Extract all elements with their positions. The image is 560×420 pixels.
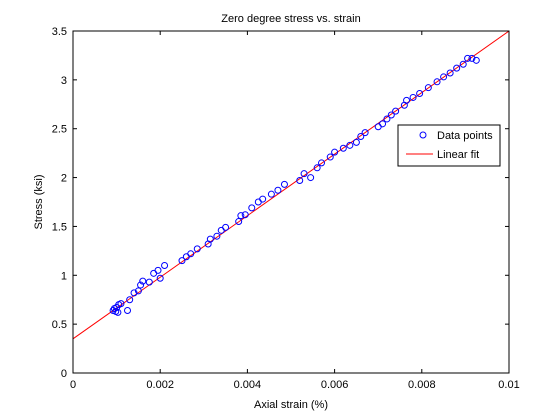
data-point	[392, 107, 400, 115]
legend-label-linear-fit: Linear fit	[437, 149, 479, 161]
data-point	[472, 56, 480, 64]
data-point	[126, 296, 134, 304]
data-point	[178, 257, 186, 265]
data-point	[300, 170, 308, 178]
plot-frame	[72, 30, 510, 374]
data-point	[468, 54, 476, 62]
data-point	[331, 148, 339, 156]
data-point	[206, 235, 214, 243]
data-point	[383, 115, 391, 123]
data-point	[409, 93, 417, 101]
y-tick-label: 3	[61, 75, 67, 87]
data-point	[440, 73, 448, 81]
x-tick-label: 0.006	[321, 379, 349, 391]
data-point	[280, 180, 288, 188]
data-point	[446, 69, 454, 77]
data-point	[424, 84, 432, 92]
data-point	[235, 218, 243, 226]
legend: Data points Linear fit	[397, 124, 501, 167]
data-point	[139, 277, 147, 285]
x-tick-label: 0	[70, 379, 76, 391]
data-point	[213, 232, 221, 240]
data-point	[222, 223, 230, 231]
data-point	[124, 306, 131, 314]
data-point	[379, 120, 387, 128]
y-axis-label: Stress (ksi)	[33, 175, 45, 230]
data-point	[259, 195, 267, 203]
data-point	[346, 141, 354, 149]
data-point	[145, 278, 153, 286]
data-point	[193, 245, 201, 253]
x-tick-label: 0.01	[498, 379, 519, 391]
data-point	[274, 186, 282, 194]
data-point	[267, 190, 275, 198]
legend-marker-data-points	[419, 131, 427, 139]
data-point	[134, 287, 142, 295]
data-point	[156, 274, 164, 282]
x-tick-label: 0.004	[234, 379, 262, 391]
data-point	[248, 204, 256, 212]
y-tick-label: 1.5	[52, 221, 67, 233]
data-point	[352, 138, 360, 146]
data-point	[387, 111, 395, 119]
data-point	[117, 300, 125, 308]
data-point	[187, 250, 195, 258]
chart-title: Zero degree stress vs. strain	[221, 13, 360, 25]
data-point	[237, 212, 245, 220]
data-point	[459, 60, 467, 68]
x-axis-ticks: 0 0.002 0.004 0.006 0.008 0.01	[70, 31, 520, 391]
data-point	[318, 159, 326, 167]
data-point	[416, 90, 424, 98]
data-point	[130, 289, 138, 297]
data-point	[357, 133, 365, 141]
data-point	[296, 177, 304, 185]
linear-fit-series	[72, 30, 510, 340]
data-point	[137, 281, 145, 289]
data-point	[307, 174, 315, 182]
x-tick-label: 0.008	[408, 379, 436, 391]
data-point	[433, 78, 441, 86]
linear-fit-line	[72, 30, 510, 340]
data-point	[361, 129, 369, 137]
y-tick-label: 2.5	[52, 124, 67, 136]
x-tick-label: 0.002	[146, 379, 174, 391]
y-tick-label: 2	[61, 173, 67, 185]
data-point	[403, 96, 411, 104]
legend-box	[397, 124, 501, 167]
data-point	[313, 164, 321, 172]
y-tick-label: 3.5	[52, 26, 67, 38]
y-tick-label: 1	[61, 270, 67, 282]
data-point	[154, 266, 162, 274]
x-axis-label: Axial strain (%)	[254, 399, 328, 411]
data-point	[161, 262, 169, 270]
data-point	[339, 144, 347, 152]
data-point	[464, 54, 472, 62]
y-axis-ticks: 0 0.5 1 1.5 2 2.5 3 3.5	[52, 26, 509, 380]
data-point	[326, 153, 334, 161]
y-tick-label: 0.5	[52, 319, 67, 331]
data-points-series	[109, 54, 480, 316]
legend-label-data-points: Data points	[437, 130, 493, 142]
data-point	[241, 211, 249, 219]
y-tick-label: 0	[61, 368, 67, 380]
plot-area	[73, 31, 509, 373]
data-point	[453, 64, 461, 72]
data-point	[114, 308, 122, 316]
